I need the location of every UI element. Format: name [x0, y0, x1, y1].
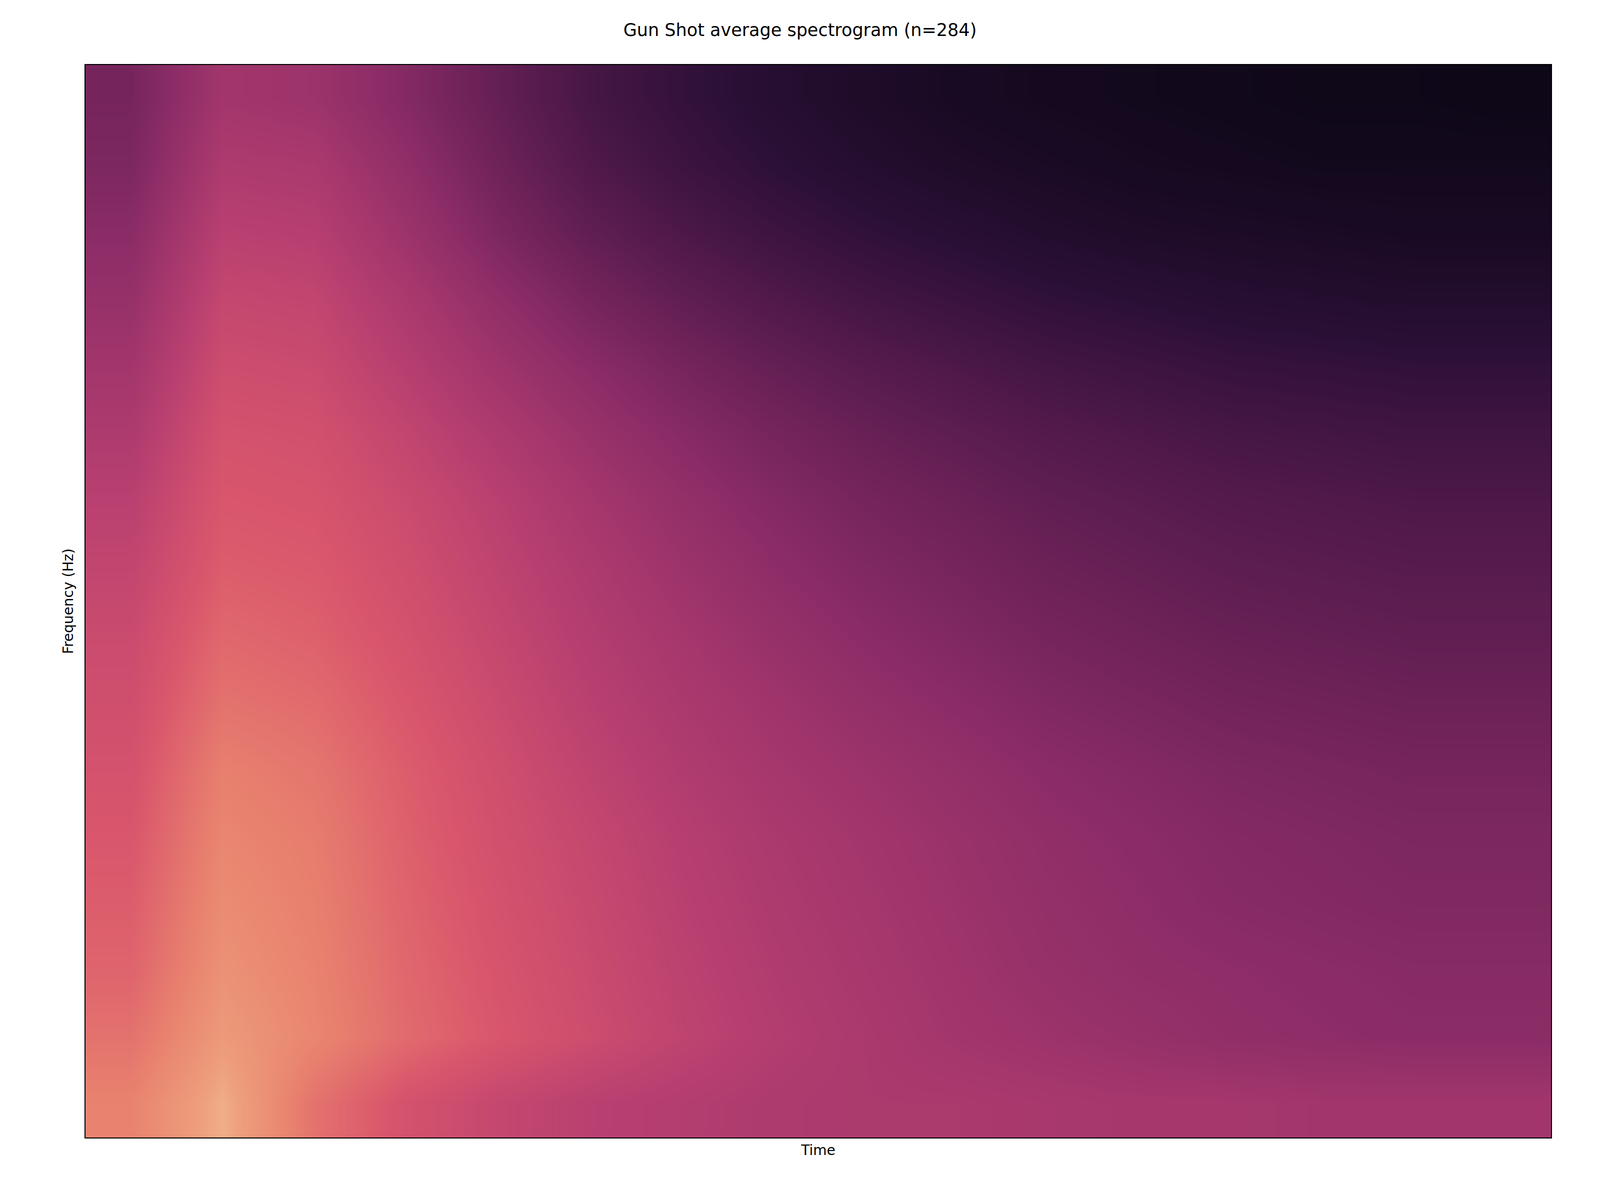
- svg-text:Frequency (Hz): Frequency (Hz): [60, 548, 77, 654]
- svg-text:Time: Time: [800, 1142, 836, 1159]
- svg-text:Gun Shot average spectrogram (: Gun Shot average spectrogram (n=284): [623, 20, 977, 40]
